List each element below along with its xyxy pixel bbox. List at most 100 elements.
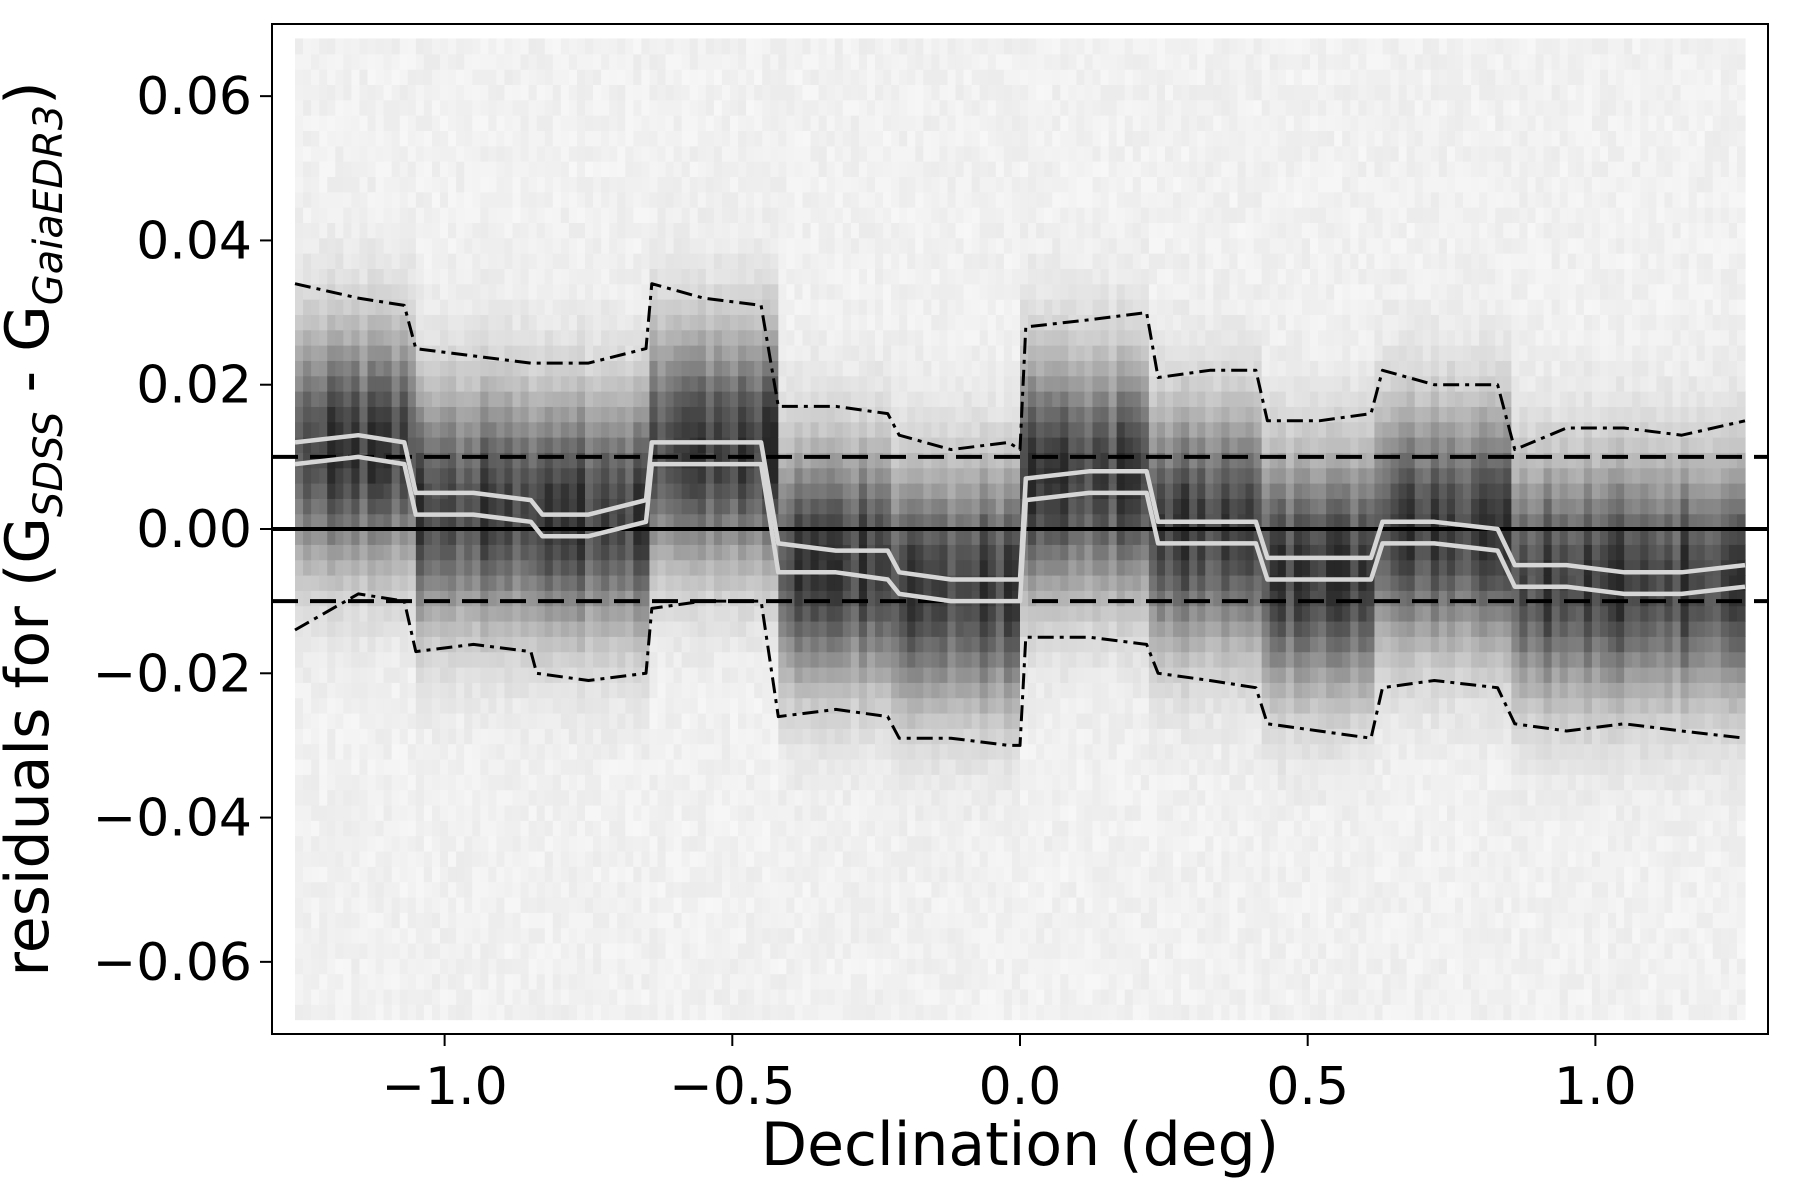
density-cell [810,498,820,515]
density-cell [311,666,320,683]
density-cell [552,636,562,653]
density-cell [641,804,651,821]
density-cell [496,299,506,315]
density-cell [367,283,377,300]
density-cell [802,590,812,607]
density-cell [842,988,852,1005]
density-cell [383,421,393,438]
density-cell [730,513,739,530]
density-cell [335,651,344,668]
density-cell [488,314,497,331]
density-cell [826,237,836,254]
density-cell [818,789,828,806]
density-cell [746,237,755,254]
density-cell [593,866,602,883]
density-cell [472,850,481,867]
density-cell [585,406,594,423]
density-cell [673,452,683,469]
density-cell [520,590,530,607]
density-cell [697,1004,707,1021]
density-cell [899,850,908,867]
density-cell [423,682,433,699]
density-cell [907,207,916,223]
density-cell [423,360,433,377]
density-cell [625,130,634,147]
density-cell [875,452,884,469]
density-cell [673,712,683,729]
density-cell [810,958,820,975]
density-cell [875,161,884,177]
density-cell [464,452,473,469]
density-cell [343,866,353,883]
density-cell [915,375,924,392]
density-cell [448,176,457,193]
density-cell [327,958,336,975]
density-cell [713,222,723,239]
density-cell [842,774,852,791]
density-cell [520,268,530,285]
density-cell [448,283,457,300]
density-cell [609,728,618,745]
density-cell [472,299,481,315]
density-cell [367,145,377,162]
density-cell [730,452,739,469]
density-cell [762,666,771,683]
density-cell [496,896,506,913]
density-cell [842,69,852,86]
density-cell [858,574,868,591]
density-cell [536,605,546,622]
density-cell [842,927,852,944]
density-cell [875,283,884,300]
density-cell [480,529,489,545]
density-cell [367,605,377,622]
density-cell [866,452,876,469]
density-cell [746,912,755,929]
density-cell [705,651,715,668]
density-cell [762,682,771,699]
density-cell [391,345,401,361]
density-cell [633,697,642,714]
density-cell [568,942,578,959]
density-cell [617,145,626,162]
density-cell [295,115,304,132]
density-cell [891,728,900,745]
density-cell [295,191,304,208]
density-cell [456,314,465,331]
density-cell [375,651,385,668]
density-cell [423,283,433,300]
density-cell [440,820,449,837]
density-cell [802,712,812,729]
density-cell [375,866,385,883]
density-cell [883,375,892,392]
density-cell [448,99,457,116]
density-cell [327,207,336,223]
density-cell [496,375,506,392]
density-cell [915,222,924,239]
density-cell [746,927,755,944]
density-cell [351,191,361,208]
density-cell [367,467,377,484]
density-cell [512,314,522,331]
density-cell [625,866,634,883]
density-cell [375,84,385,101]
density-cell [512,391,522,407]
density-cell [762,712,771,729]
density-cell [738,99,747,116]
density-cell [303,651,312,668]
density-cell [746,559,755,576]
density-cell [456,636,465,653]
density-cell [858,758,868,775]
density-cell [649,651,659,668]
density-cell [665,329,675,346]
density-cell [633,176,642,193]
density-cell [697,115,707,132]
density-cell [601,345,610,361]
density-cell [891,360,900,377]
density-cell [343,176,353,193]
density-cell [440,529,449,545]
density-cell [657,988,667,1005]
density-cell [657,544,667,561]
density-cell [585,881,594,898]
density-cell [335,574,344,591]
density-cell [649,958,659,975]
